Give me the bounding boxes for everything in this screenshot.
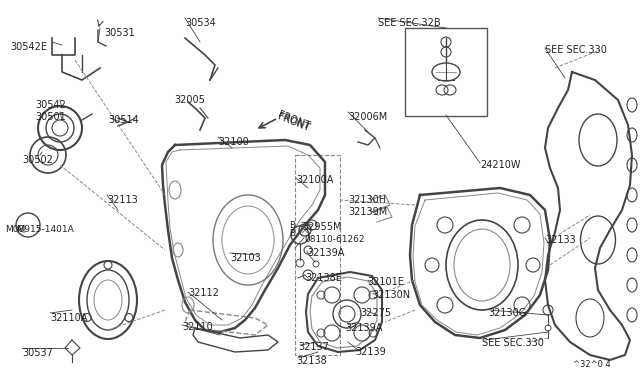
Text: 32138E: 32138E <box>305 273 342 283</box>
Text: 32110: 32110 <box>182 322 212 332</box>
Text: 32139A: 32139A <box>307 248 344 258</box>
Text: 32112: 32112 <box>188 288 219 298</box>
Text: B: B <box>289 221 295 230</box>
Text: M: M <box>17 225 25 235</box>
Text: 32006M: 32006M <box>348 112 387 122</box>
Text: 32138: 32138 <box>296 356 327 366</box>
Text: 30537: 30537 <box>22 348 53 358</box>
Text: B: B <box>289 228 295 237</box>
Text: 32100A: 32100A <box>296 175 333 185</box>
Text: 08110-61262: 08110-61262 <box>304 235 365 244</box>
Text: 32139M: 32139M <box>348 207 387 217</box>
Text: 30542E: 30542E <box>10 42 47 52</box>
Text: ^32^0 4: ^32^0 4 <box>573 360 611 369</box>
Text: SEE SEC.32B: SEE SEC.32B <box>378 18 440 28</box>
Text: FRONT: FRONT <box>276 112 311 134</box>
Text: 30531: 30531 <box>104 28 135 38</box>
Text: 32110A: 32110A <box>50 313 88 323</box>
Text: SEE SEC.330: SEE SEC.330 <box>545 45 607 55</box>
Text: 30514: 30514 <box>108 115 139 125</box>
Text: 32275: 32275 <box>360 308 391 318</box>
Text: 30501: 30501 <box>35 112 66 122</box>
Text: M08915-1401A: M08915-1401A <box>5 225 74 234</box>
Text: 32130N: 32130N <box>372 290 410 300</box>
Bar <box>405 28 487 116</box>
Text: 32955M: 32955M <box>302 222 342 232</box>
Bar <box>295 155 340 355</box>
Text: 32113: 32113 <box>107 195 138 205</box>
Text: SEE SEC.330: SEE SEC.330 <box>482 338 544 348</box>
Text: 32100: 32100 <box>218 137 249 147</box>
Text: 32103: 32103 <box>230 253 260 263</box>
Text: 32005: 32005 <box>174 95 205 105</box>
Text: 30542: 30542 <box>35 100 66 110</box>
Text: 32130G: 32130G <box>488 308 526 318</box>
Text: 30534: 30534 <box>185 18 216 28</box>
Text: 32133: 32133 <box>545 235 576 245</box>
Text: 24210W: 24210W <box>480 160 520 170</box>
Text: 32139A: 32139A <box>345 323 382 333</box>
Text: 30502: 30502 <box>22 155 53 165</box>
Text: 32137: 32137 <box>298 342 329 352</box>
Text: 32130H: 32130H <box>348 195 386 205</box>
Text: FRONT: FRONT <box>276 110 311 132</box>
Text: 32101E: 32101E <box>367 277 404 287</box>
Text: 32139: 32139 <box>355 347 386 357</box>
